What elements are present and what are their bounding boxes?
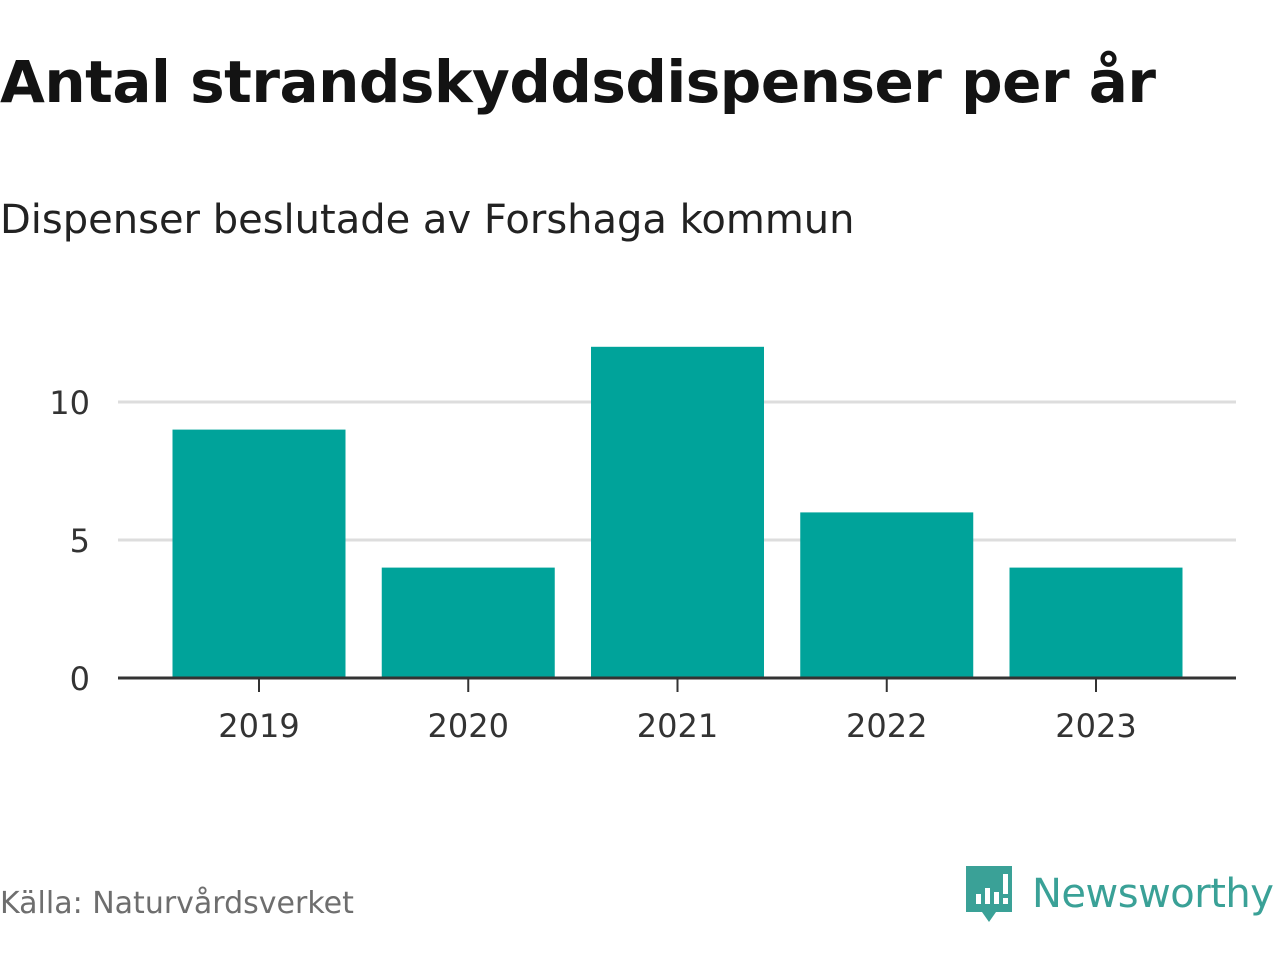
brand-name: Newsworthy <box>1032 871 1274 917</box>
newsworthy-logo-icon <box>966 866 1012 922</box>
y-tick-label: 5 <box>70 522 90 560</box>
x-tick-label: 2021 <box>637 707 718 745</box>
brand-logo: Newsworthy <box>964 862 1274 926</box>
x-tick-label: 2020 <box>428 707 509 745</box>
bar-2020 <box>381 567 555 678</box>
chart-title: Antal strandskyddsdispenser per år <box>0 48 1156 116</box>
y-tick-label: 0 <box>70 660 90 698</box>
bars <box>172 346 1183 678</box>
bar-2019 <box>172 429 346 678</box>
bar-2021 <box>591 346 764 678</box>
x-axis-ticks: 2019 2020 2021 2022 2023 <box>218 678 1137 745</box>
y-axis-ticks: 0 5 10 <box>49 384 90 698</box>
bar-2022 <box>800 512 974 678</box>
x-tick-label: 2019 <box>218 707 299 745</box>
y-tick-label: 10 <box>49 384 90 422</box>
x-tick-label: 2023 <box>1055 707 1136 745</box>
source-note: Källa: Naturvårdsverket <box>0 886 354 921</box>
chart-subtitle: Dispenser beslutade av Forshaga kommun <box>0 197 855 243</box>
bar-2023 <box>1009 567 1183 678</box>
x-tick-label: 2022 <box>846 707 927 745</box>
